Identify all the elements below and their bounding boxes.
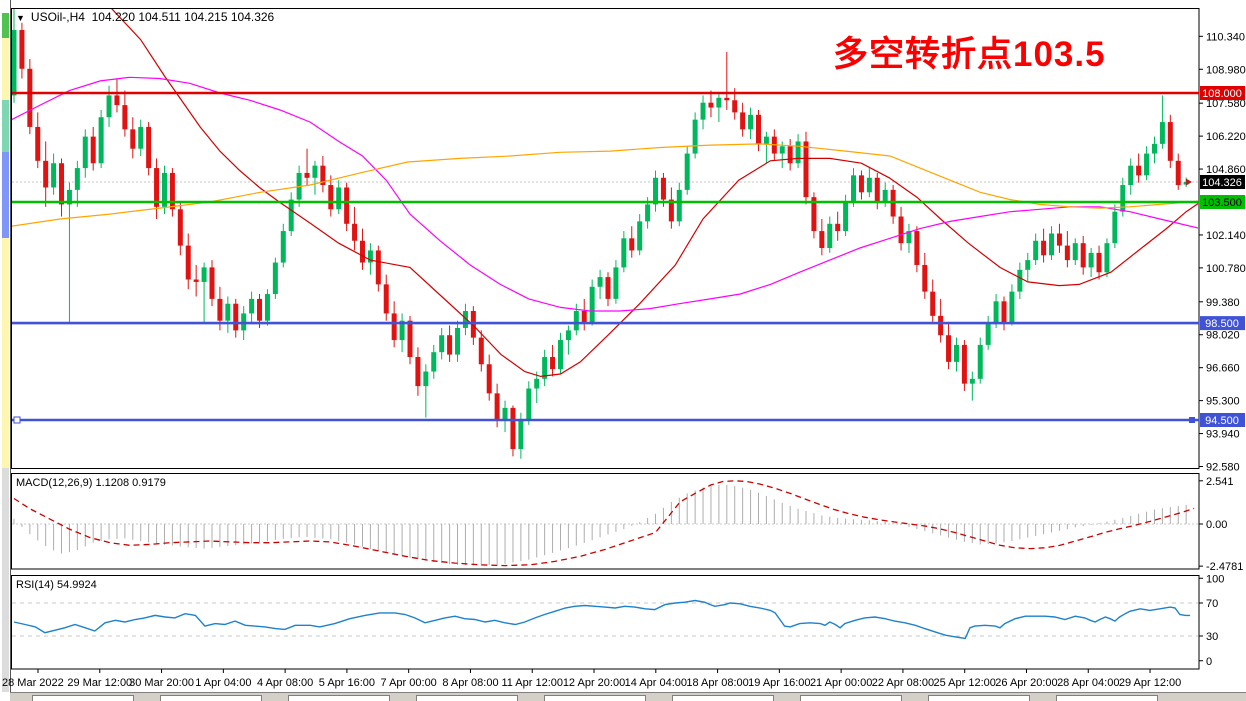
time-tick-label: 11 Apr 12:00 <box>501 677 563 689</box>
rsi-line <box>13 599 1191 640</box>
price-tick-label: 95.300 <box>1206 396 1240 408</box>
rsi-tick-label: 30 <box>1206 631 1218 643</box>
time-tick-label: 1 Apr 04:00 <box>195 677 251 689</box>
hline-98.500-badge <box>1200 316 1245 331</box>
sliver-block-teal <box>2 100 9 152</box>
rsi-panel-content <box>12 599 1198 640</box>
price-axis[interactable]: 110.340 108.980 107.580 106.220 104.860 102.1… <box>1199 31 1246 668</box>
chart-tab[interactable] <box>32 695 134 701</box>
chart-tab[interactable] <box>672 695 774 701</box>
rsi-indicator-label: RSI(14) 54.9924 <box>16 579 97 591</box>
macd-panel-content <box>12 480 1198 567</box>
rsi-panel[interactable] <box>11 575 1200 670</box>
macd-tick-label: -2.4781 <box>1206 561 1243 573</box>
time-tick-label: 8 Apr 08:00 <box>442 677 498 689</box>
macd-tick-label: 0.00 <box>1206 519 1227 531</box>
hline-handle-left[interactable] <box>13 416 21 424</box>
time-tick-label: 28 Mar 2022 <box>2 677 64 689</box>
chart-title: ▼ USOil-,H4 104.220 104.511 104.215 104.3… <box>16 10 274 24</box>
hline-98.500-badge-label: 98.500 <box>1205 318 1239 330</box>
time-tick-label: 30 Mar 20:00 <box>129 677 194 689</box>
time-tick-label: 29 Mar 12:00 <box>67 677 132 689</box>
candlesticks <box>12 9 1189 459</box>
chart-tab[interactable] <box>928 695 1030 701</box>
time-tick-label: 5 Apr 16:00 <box>319 677 375 689</box>
rsi-tick-label: 0 <box>1206 656 1212 668</box>
price-tick-label: 93.940 <box>1206 429 1240 441</box>
chart-tab[interactable] <box>416 695 518 701</box>
rsi-tick-label: 70 <box>1206 598 1218 610</box>
time-tick-label: 14 Apr 04:00 <box>625 677 687 689</box>
annotation-text[interactable]: 多空转折点103.5 <box>833 35 1106 74</box>
sliver-block-yellow2 <box>2 238 9 468</box>
chart-tabs-strip[interactable] <box>10 692 1246 701</box>
chart-tab[interactable] <box>1056 695 1158 701</box>
chart-tab[interactable] <box>800 695 902 701</box>
time-tick-label: 28 Apr 04:00 <box>1057 677 1119 689</box>
hline-94.500-badge <box>1200 412 1245 427</box>
price-tick-label: 108.980 <box>1206 64 1246 76</box>
price-tick-label: 98.020 <box>1206 330 1240 342</box>
time-tick-label: 25 Apr 12:00 <box>934 677 996 689</box>
time-tick-label: 18 Apr 08:00 <box>686 677 748 689</box>
sliver-block-gray <box>2 468 9 692</box>
time-tick-label: 7 Apr 00:00 <box>381 677 437 689</box>
macd-tick-label: 2.541 <box>1206 476 1234 488</box>
hline-108.000-badge <box>1200 86 1245 101</box>
time-tick-label: 4 Apr 08:00 <box>257 677 313 689</box>
time-tick-label: 12 Apr 20:00 <box>563 677 625 689</box>
chart-tab[interactable] <box>544 695 646 701</box>
macd-signal-line <box>13 480 1195 567</box>
price-tick-label: 100.780 <box>1206 263 1246 275</box>
ma-slow-orange <box>12 143 1198 227</box>
macd-panel[interactable] <box>11 473 1200 570</box>
current-price-marker-icon <box>1186 178 1192 186</box>
rsi-tick-label: 100 <box>1206 573 1224 585</box>
macd-indicator-label: MACD(12,26,9) 1.1208 0.9179 <box>16 477 166 489</box>
ma-mid-magenta <box>12 76 1198 312</box>
price-tick-label: 107.580 <box>1206 98 1246 110</box>
price-tick-label: 104.860 <box>1206 164 1246 176</box>
collapse-arrow-icon[interactable]: ▼ <box>16 13 25 23</box>
hline-handle-right[interactable] <box>1189 416 1195 423</box>
chart-tab[interactable] <box>288 695 390 701</box>
time-tick-label: 21 Apr 00:00 <box>810 677 872 689</box>
price-tick-label: 102.140 <box>1206 230 1246 242</box>
hline-108.000-badge-label: 108.000 <box>1202 88 1242 100</box>
current-price-badge <box>1200 174 1245 189</box>
price-tick-label: 106.220 <box>1206 131 1246 143</box>
current-price-badge-label: 104.326 <box>1202 177 1242 189</box>
hline-103.500-badge <box>1200 195 1245 209</box>
price-tick-label: 92.580 <box>1206 462 1240 474</box>
time-tick-label: 26 Apr 20:00 <box>995 677 1057 689</box>
ma-fast-red <box>111 9 1198 378</box>
background-window-sliver <box>0 0 11 701</box>
price-panel-content <box>12 9 1198 459</box>
chart-ohlc-values: 104.220 104.511 104.215 104.326 <box>91 10 275 24</box>
chart-tab[interactable] <box>160 695 262 701</box>
time-tick-label: 22 Apr 08:00 <box>872 677 934 689</box>
hline-103.500-badge-label: 103.500 <box>1202 197 1242 209</box>
price-tick-label: 110.340 <box>1206 31 1245 43</box>
time-tick-label: 29 Apr 12:00 <box>1119 677 1181 689</box>
sliver-block-yellow <box>2 38 9 100</box>
price-tick-label: 96.660 <box>1206 363 1240 375</box>
hline-94.500-badge-label: 94.500 <box>1205 415 1239 427</box>
time-tick-label: 19 Apr 16:00 <box>748 677 810 689</box>
price-panel[interactable] <box>11 8 1200 469</box>
sliver-block-blue <box>2 152 9 238</box>
chart-symbol-period: USOil-,H4 <box>30 10 85 24</box>
price-tick-label: 99.380 <box>1206 297 1240 309</box>
sliver-block-green <box>2 13 9 38</box>
